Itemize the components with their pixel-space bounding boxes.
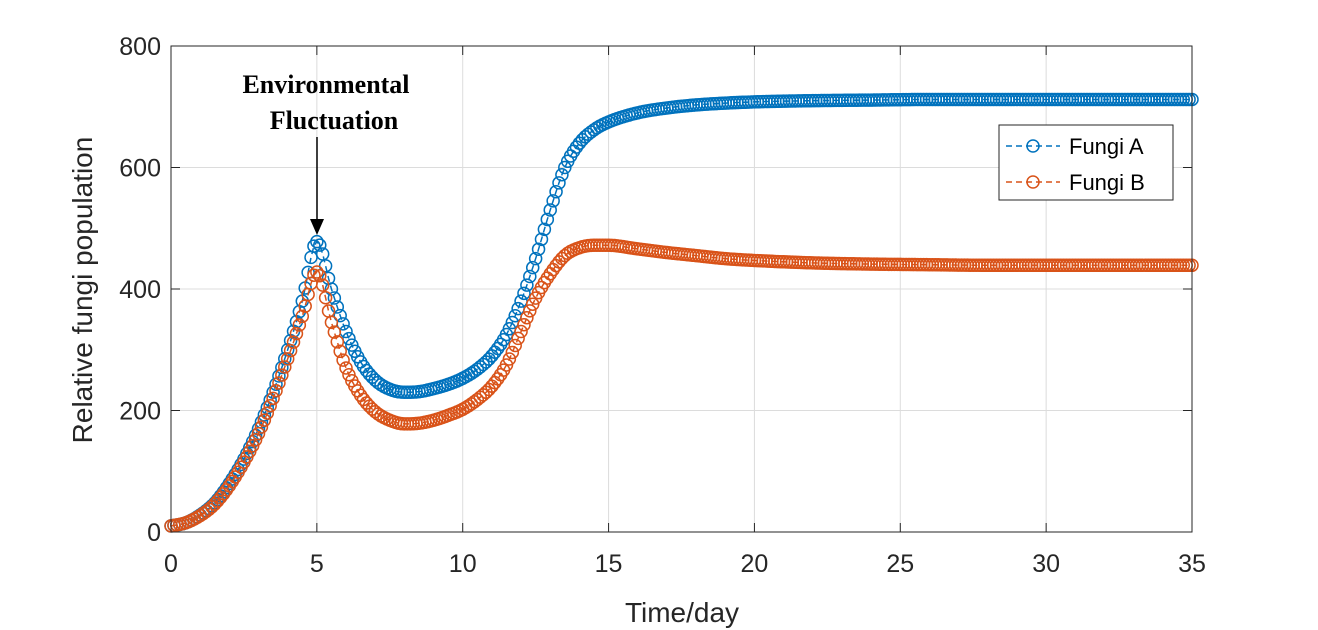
data-point — [517, 286, 531, 301]
legend-label-fungi-b: Fungi B — [1069, 170, 1145, 195]
data-point — [520, 278, 534, 292]
legend-item-fungi-b: Fungi B — [1006, 170, 1145, 195]
data-point — [257, 413, 272, 427]
data-point — [517, 317, 531, 332]
data-point — [292, 318, 307, 332]
data-point — [315, 278, 330, 292]
legend: Fungi A Fungi B — [998, 124, 1174, 201]
data-point — [254, 420, 269, 434]
data-point — [546, 194, 560, 208]
data-point — [272, 376, 286, 390]
data-point — [525, 297, 540, 311]
data-point — [260, 406, 275, 420]
data-point — [313, 268, 327, 283]
data-point — [310, 234, 324, 249]
data-point — [336, 353, 350, 367]
x-ticks — [170, 46, 1193, 532]
x-tick-label: 20 — [741, 550, 769, 578]
series-fungi-b — [164, 238, 1199, 533]
data-point — [537, 222, 552, 237]
data-point — [543, 203, 557, 217]
data-point — [531, 242, 546, 256]
y-tick-label: 400 — [119, 276, 161, 304]
data-point — [555, 167, 569, 182]
data-point — [280, 352, 295, 366]
data-point — [514, 324, 528, 339]
data-point — [251, 426, 266, 441]
annotation-arrow-head — [310, 219, 324, 235]
x-tick-labels: 0 5 10 15 20 25 30 35 — [164, 550, 1206, 578]
data-point — [269, 384, 283, 398]
y-tick-label: 600 — [119, 155, 161, 183]
legend-marker-fungi-b — [1026, 175, 1040, 189]
annotation-line-2: Fluctuation — [270, 106, 399, 135]
data-point — [552, 176, 566, 190]
y-axis-label: Relative fungi population — [67, 137, 98, 444]
y-tick-label: 0 — [147, 519, 161, 547]
data-point — [248, 433, 263, 447]
data-point — [310, 265, 324, 279]
x-axis-label: Time/day — [625, 597, 739, 628]
data-point — [505, 345, 520, 360]
data-point — [313, 238, 327, 252]
legend-marker-fungi-a — [1026, 139, 1040, 153]
data-point — [558, 160, 572, 175]
data-point — [333, 344, 347, 359]
data-point — [502, 352, 517, 366]
data-point — [330, 300, 345, 314]
data-point — [283, 343, 298, 358]
data-point — [345, 338, 359, 352]
data-point — [333, 308, 347, 323]
data-point — [318, 291, 333, 305]
data-point — [327, 325, 342, 339]
data-point — [508, 338, 522, 353]
data-point — [263, 399, 277, 413]
x-tick-label: 10 — [449, 550, 477, 578]
data-point — [523, 269, 537, 284]
data-point — [266, 391, 280, 406]
legend-box — [998, 124, 1174, 201]
data-point — [339, 361, 353, 375]
data-point — [549, 184, 563, 199]
data-point — [278, 360, 292, 374]
data-point — [525, 260, 540, 275]
legend-item-fungi-a: Fungi A — [1006, 134, 1144, 159]
data-point — [327, 291, 342, 305]
annotation: Environmental Fluctuation — [242, 70, 410, 235]
data-point — [520, 310, 534, 325]
annotation-line-1: Environmental — [242, 70, 409, 99]
y-ticks — [171, 45, 1192, 533]
data-point — [275, 368, 289, 382]
y-tick-label: 800 — [119, 33, 161, 61]
y-tick-labels: 0 200 400 600 800 — [119, 33, 161, 547]
data-point — [324, 315, 339, 330]
x-tick-label: 5 — [310, 550, 324, 578]
data-point — [307, 268, 321, 282]
x-tick-label: 35 — [1178, 550, 1206, 578]
y-tick-label: 200 — [119, 398, 161, 426]
data-point — [286, 335, 301, 349]
legend-label-fungi-a: Fungi A — [1069, 134, 1144, 159]
x-tick-label: 25 — [886, 550, 914, 578]
data-point — [295, 309, 310, 324]
data-point — [511, 331, 525, 346]
series-layer — [164, 92, 1199, 533]
x-tick-label: 15 — [595, 550, 623, 578]
data-point — [330, 335, 345, 349]
data-point — [540, 212, 555, 227]
x-tick-label: 0 — [164, 550, 178, 578]
x-tick-label: 30 — [1032, 550, 1060, 578]
data-point — [523, 304, 537, 318]
data-point — [534, 232, 549, 247]
data-point — [528, 251, 543, 266]
data-point — [289, 326, 304, 341]
